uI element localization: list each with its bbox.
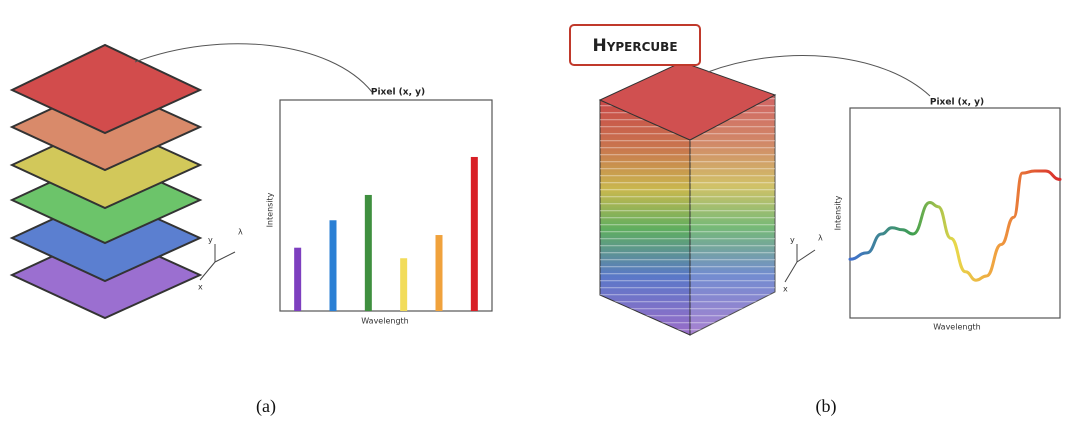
chart-title: Pixel (x, y): [371, 88, 425, 98]
bar: [471, 157, 478, 311]
bar-chart: Pixel (x, y) Wavelength Intensity: [266, 88, 493, 326]
bar: [436, 235, 443, 311]
x-axis-label: Wavelength: [933, 323, 980, 332]
layer-stack: [12, 45, 200, 318]
hypercube: [600, 62, 775, 335]
bar: [365, 195, 372, 311]
plot-frame: [850, 108, 1060, 318]
axis-label: λ: [818, 234, 823, 243]
figure: λ y x Pixel (x, y) Wavelength Intensity …: [0, 0, 1067, 421]
bar: [294, 248, 301, 311]
spectrum-line: [850, 171, 1060, 280]
axis-label: y: [208, 236, 213, 245]
caption: (a): [256, 396, 276, 417]
plot-frame: [280, 100, 492, 311]
axes-icon: [200, 244, 235, 280]
axis-label: y: [790, 236, 795, 245]
chart-title: Pixel (x, y): [930, 98, 984, 108]
bar: [400, 258, 407, 311]
caption: (b): [816, 396, 837, 417]
line-chart: Pixel (x, y) Wavelength Intensity: [834, 98, 1061, 332]
axis-label: x: [783, 285, 788, 294]
x-axis-label: Wavelength: [361, 317, 408, 326]
bar: [330, 220, 337, 311]
cube-label: Hypercube: [592, 36, 677, 56]
y-axis-label: Intensity: [266, 192, 275, 227]
axes-icon: [785, 244, 815, 282]
y-axis-label: Intensity: [834, 195, 843, 230]
axis-label: x: [198, 283, 203, 292]
axis-label: λ: [238, 228, 243, 237]
